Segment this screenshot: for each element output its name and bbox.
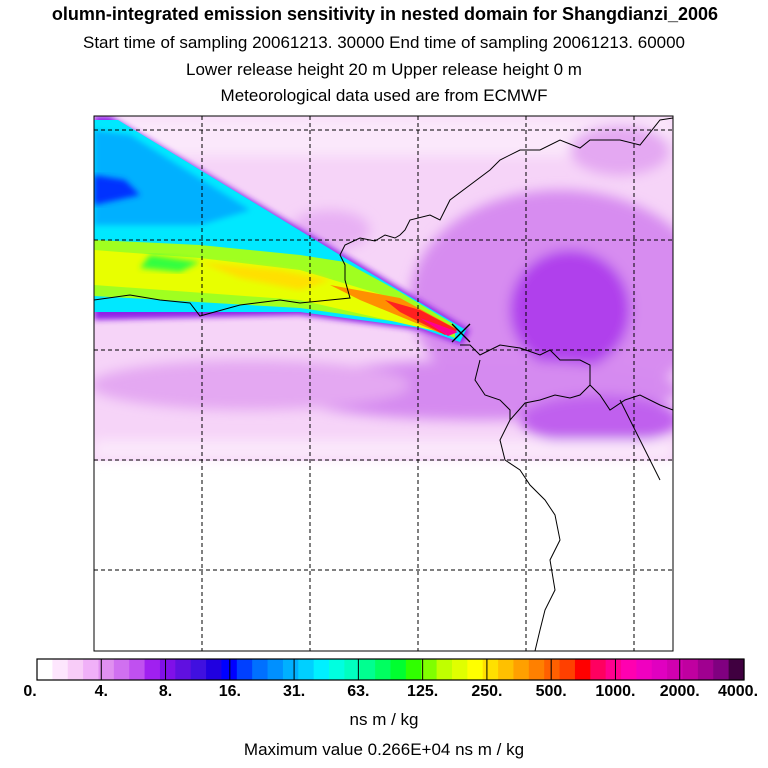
colorbar-swatch bbox=[636, 659, 653, 680]
colorbar-swatch bbox=[67, 659, 84, 680]
colorbar-swatch bbox=[282, 659, 299, 680]
colorbar-tick-label: 8. bbox=[158, 683, 173, 700]
colorbar-swatch bbox=[544, 659, 561, 680]
colorbar-tick-label: 4. bbox=[94, 683, 108, 700]
colorbar-swatch bbox=[651, 659, 668, 680]
colorbar-swatch bbox=[83, 659, 100, 680]
colorbar-swatch bbox=[513, 659, 530, 680]
colorbar-swatch bbox=[236, 659, 253, 680]
colorbar bbox=[37, 659, 745, 680]
colorbar-frame bbox=[36, 658, 745, 681]
colorbar-swatch bbox=[190, 659, 207, 680]
colorbar-swatch bbox=[206, 659, 223, 680]
colorbar-swatch bbox=[467, 659, 484, 680]
colorbar-swatch bbox=[144, 659, 161, 680]
sampling-time-line: Start time of sampling 20061213. 30000 E… bbox=[82, 33, 686, 52]
colorbar-swatch bbox=[713, 659, 730, 680]
x-marker-icon bbox=[451, 323, 471, 343]
colorbar-swatch bbox=[451, 659, 468, 680]
colorbar-swatch bbox=[129, 659, 146, 680]
colorbar-swatch bbox=[590, 659, 607, 680]
colorbar-swatch bbox=[405, 659, 422, 680]
colorbar-swatch bbox=[728, 659, 745, 680]
colorbar-swatch bbox=[175, 659, 192, 680]
map-frame bbox=[93, 115, 674, 652]
colorbar-swatch bbox=[113, 659, 130, 680]
colorbar-tick-label: 0. bbox=[23, 683, 37, 700]
colorbar-swatch bbox=[37, 659, 53, 680]
colorbar-swatch bbox=[313, 659, 330, 680]
colorbar-swatch bbox=[498, 659, 515, 680]
colorbar-tick-label: 125. bbox=[407, 683, 439, 700]
colorbar-tick-label: 1000. bbox=[595, 683, 636, 700]
colorbar-tick-label: 250. bbox=[471, 683, 503, 700]
colorbar-tick-label: 4000. bbox=[717, 683, 759, 700]
colorbar-swatch bbox=[359, 659, 376, 680]
colorbar-swatch bbox=[298, 659, 315, 680]
plot-title: olumn-integrated emission sensitivity in… bbox=[51, 4, 719, 24]
sensitivity-field bbox=[94, 116, 673, 651]
colorbar-tick-label: 63. bbox=[347, 683, 370, 700]
colorbar-swatch bbox=[621, 659, 638, 680]
colorbar-swatch bbox=[159, 659, 176, 680]
colorbar-swatch bbox=[697, 659, 714, 680]
colorbar-swatch bbox=[98, 659, 115, 680]
maximum-value-line: Maximum value 0.266E+04 ns m / kg bbox=[243, 740, 525, 759]
colorbar-tick-label: 31. bbox=[282, 683, 306, 700]
colorbar-swatch bbox=[344, 659, 361, 680]
colorbar-swatch bbox=[52, 659, 69, 680]
colorbar-swatch bbox=[375, 659, 392, 680]
colorbar-swatch bbox=[682, 659, 699, 680]
colorbar-swatch bbox=[482, 659, 499, 680]
colorbar-swatch bbox=[436, 659, 453, 680]
country-borders bbox=[94, 117, 673, 651]
colorbar-swatch bbox=[329, 659, 345, 680]
release-height-line: Lower release height 20 m Upper release … bbox=[186, 60, 582, 79]
colorbar-swatch bbox=[667, 659, 684, 680]
lat-lon-grid bbox=[94, 116, 673, 651]
colorbar-tick-label: 2000. bbox=[659, 683, 700, 700]
emission-plume bbox=[94, 116, 470, 345]
colorbar-swatch bbox=[252, 659, 269, 680]
colorbar-swatch bbox=[421, 659, 438, 680]
meteo-data-line: Meteorological data used are from ECMWF bbox=[220, 86, 548, 105]
colorbar-swatch bbox=[267, 659, 284, 680]
colorbar-tick-label: 500. bbox=[535, 683, 567, 700]
colorbar-swatch bbox=[559, 659, 576, 680]
colorbar-swatch bbox=[605, 659, 622, 680]
colorbar-units: ns m / kg bbox=[349, 710, 419, 729]
colorbar-swatch bbox=[574, 659, 591, 680]
colorbar-swatch bbox=[528, 659, 545, 680]
colorbar-tick-label: 16. bbox=[218, 683, 241, 700]
colorbar-swatch bbox=[390, 659, 407, 680]
